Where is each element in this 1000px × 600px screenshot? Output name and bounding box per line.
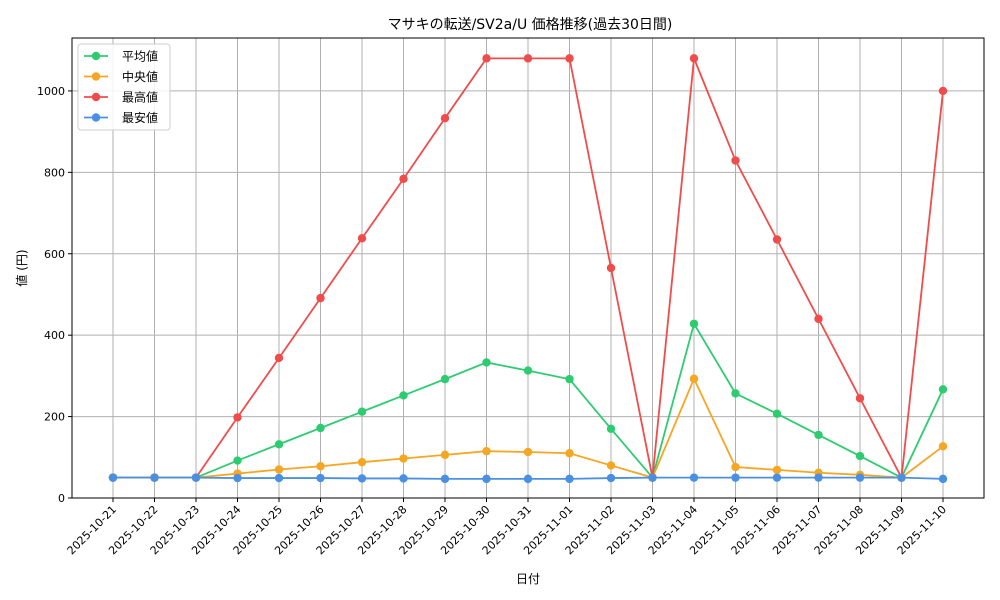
data-point [606, 424, 616, 433]
data-point [731, 389, 740, 398]
data-point [523, 54, 533, 63]
data-point [814, 473, 823, 482]
data-point [440, 474, 450, 484]
data-point [855, 394, 865, 403]
data-point [689, 374, 699, 383]
data-point [855, 473, 865, 482]
data-point [523, 447, 533, 457]
data-point [399, 454, 408, 463]
series-4 [108, 473, 948, 484]
legend-box [77, 43, 171, 131]
data-point [357, 234, 367, 243]
data-point [399, 474, 408, 483]
data-point [772, 235, 782, 244]
data-point [731, 473, 740, 482]
data-point [814, 430, 823, 440]
data-point [108, 473, 118, 482]
data-point [565, 54, 574, 63]
data-point [316, 462, 325, 471]
y-tick-label: 1000 [37, 85, 65, 98]
data-point [731, 462, 740, 472]
data-point [316, 293, 325, 303]
data-point [440, 374, 450, 384]
data-point [357, 457, 367, 467]
data-point [565, 474, 574, 484]
y-tick-label: 600 [44, 248, 65, 261]
data-point [150, 473, 159, 482]
data-point [482, 54, 491, 63]
data-point [357, 474, 367, 483]
data-point [938, 474, 948, 484]
y-axis-label: 値 (円) [14, 249, 29, 286]
y-tick-label: 200 [44, 411, 65, 424]
legend-marker [91, 72, 101, 81]
data-point [440, 113, 450, 123]
data-point [233, 456, 242, 465]
data-point [191, 473, 201, 482]
data-point [482, 474, 491, 484]
y-tick-label: 400 [44, 329, 65, 342]
data-point [274, 465, 284, 474]
data-point [233, 473, 242, 483]
data-point [772, 409, 782, 418]
legend-marker [91, 92, 101, 102]
data-point [274, 473, 284, 483]
data-point [523, 474, 533, 484]
y-tick-label: 800 [44, 166, 65, 179]
data-point [482, 358, 491, 367]
data-point [772, 465, 782, 475]
data-point [938, 86, 948, 96]
data-point [689, 54, 699, 63]
data-point [274, 440, 284, 449]
data-point [482, 446, 491, 456]
data-point [897, 473, 906, 482]
data-point [938, 442, 948, 451]
data-point [689, 319, 699, 328]
series-1 [108, 319, 948, 482]
legend-entry: 平均値 [122, 49, 158, 64]
data-point [274, 353, 284, 363]
data-point [855, 451, 865, 461]
data-point [606, 461, 616, 470]
data-point [399, 391, 408, 400]
legend-entry: 最安値 [122, 110, 158, 125]
data-point [606, 473, 616, 483]
data-point [440, 450, 450, 460]
data-point [565, 449, 574, 458]
data-point [689, 473, 699, 482]
data-point [606, 263, 616, 273]
data-point [731, 156, 740, 165]
data-point [316, 473, 325, 483]
series-layer [108, 54, 948, 484]
data-point [523, 366, 533, 375]
chart-title: マサキの転送/SV2a/U 価格推移(過去30日間) [388, 17, 673, 33]
data-point [565, 374, 574, 384]
data-point [814, 314, 823, 324]
data-point [399, 174, 408, 184]
legend-marker [91, 51, 101, 61]
data-point [938, 385, 948, 394]
y-tick-label: 0 [58, 492, 65, 505]
data-point [772, 473, 782, 482]
legend-entry: 中央値 [122, 69, 158, 84]
legend-entry: 最高値 [122, 90, 158, 105]
legend-marker [91, 113, 101, 122]
data-point [648, 473, 657, 482]
x-axis-label: 日付 [516, 572, 540, 586]
data-point [316, 423, 325, 433]
data-point [357, 407, 367, 416]
data-point [233, 413, 242, 422]
